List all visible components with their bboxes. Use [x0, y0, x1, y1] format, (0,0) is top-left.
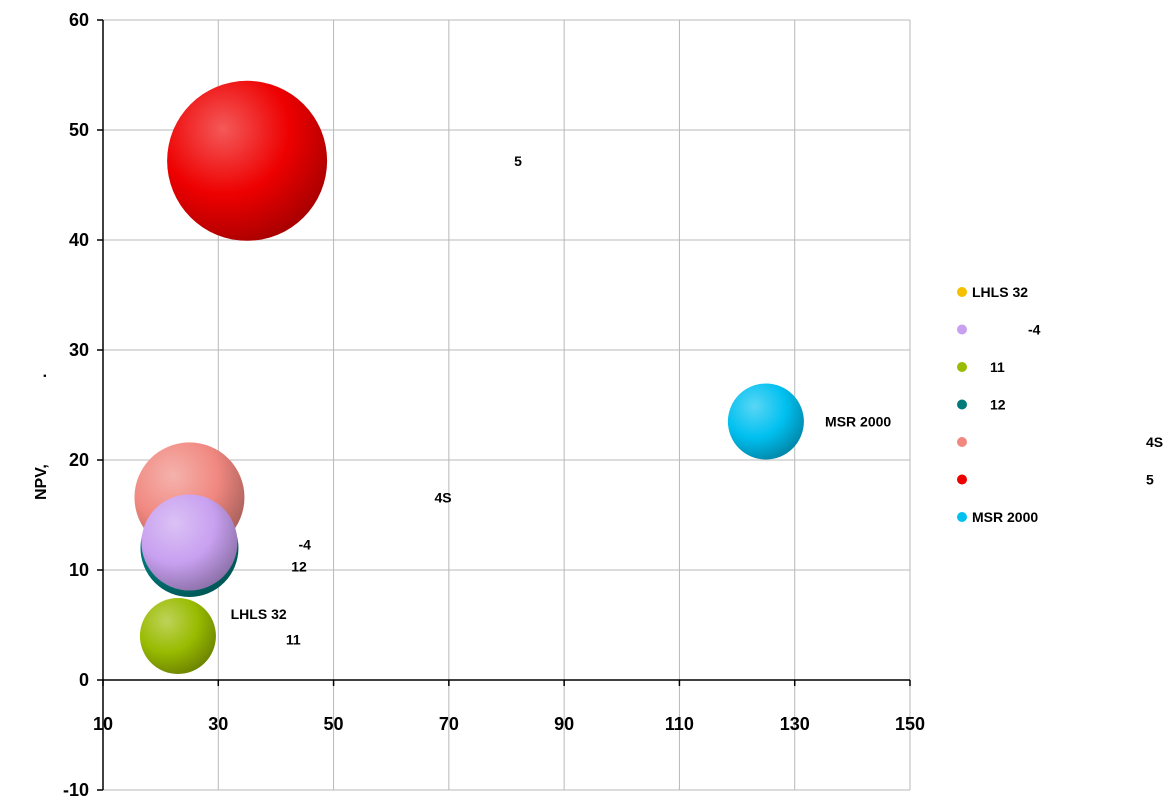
legend-marker: [957, 362, 967, 372]
data-label: -4: [299, 537, 312, 553]
y-axis-label: NPV,: [33, 464, 50, 500]
axis-ticks: -10 0 10 20 30 40 50 60 10 30 50 70 90 110 130 150: [63, 10, 925, 800]
data-labels: LHLS 32 11 -4 12 4S 5 MSR 2000: [231, 153, 892, 647]
legend-label: 12: [990, 397, 1006, 413]
x-tick-label: 90: [554, 714, 574, 734]
y-tick-label: 60: [69, 10, 89, 30]
bubble: [141, 494, 238, 591]
x-tick-label: 130: [780, 714, 810, 734]
legend-label: -4: [1028, 322, 1041, 338]
legend-marker: [957, 287, 967, 297]
data-label: 12: [291, 559, 307, 575]
plot-frame: [102, 20, 910, 790]
legend-marker: [957, 437, 967, 447]
legend-label: 11: [990, 359, 1005, 375]
y-tick-label: 10: [69, 560, 89, 580]
x-tick-label: 30: [208, 714, 228, 734]
x-tick-label: 70: [439, 714, 459, 734]
legend-label: 5: [1146, 472, 1154, 488]
bubble: [139, 598, 216, 674]
gridlines: [102, 19, 911, 791]
y-tick-label: 0: [79, 670, 89, 690]
legend-label: LHLS 32: [972, 284, 1028, 300]
bubble: [167, 80, 328, 241]
bubbles: [134, 80, 804, 674]
y-tick-label: 40: [69, 230, 89, 250]
y-tick-label: 30: [69, 340, 89, 360]
bubble: [727, 383, 804, 460]
data-label: 4S: [435, 489, 452, 505]
y-axis-label-group: NPV, .: [33, 374, 50, 500]
x-tick-label: 10: [93, 714, 113, 734]
legend: LHLS 32 -4 11 12 4S 5 MSR 2000: [957, 284, 1163, 525]
x-tick-label: 50: [324, 714, 344, 734]
y-tick-label: -10: [63, 780, 89, 800]
y-tick-label: 50: [69, 120, 89, 140]
y-tick-label: 20: [69, 450, 89, 470]
data-label: 5: [514, 153, 522, 169]
legend-label: MSR 2000: [972, 509, 1038, 525]
legend-marker: [957, 512, 967, 522]
legend-label: 4S: [1146, 434, 1163, 450]
legend-marker: [957, 399, 967, 410]
data-label: MSR 2000: [825, 414, 891, 430]
data-label: 11: [286, 631, 301, 647]
data-label: LHLS 32: [231, 606, 287, 622]
x-tick-label: 150: [895, 714, 925, 734]
legend-marker: [957, 474, 967, 485]
x-tick-label: 110: [665, 714, 694, 734]
legend-marker: [957, 324, 967, 335]
y-axis-label-extra: .: [33, 374, 50, 378]
